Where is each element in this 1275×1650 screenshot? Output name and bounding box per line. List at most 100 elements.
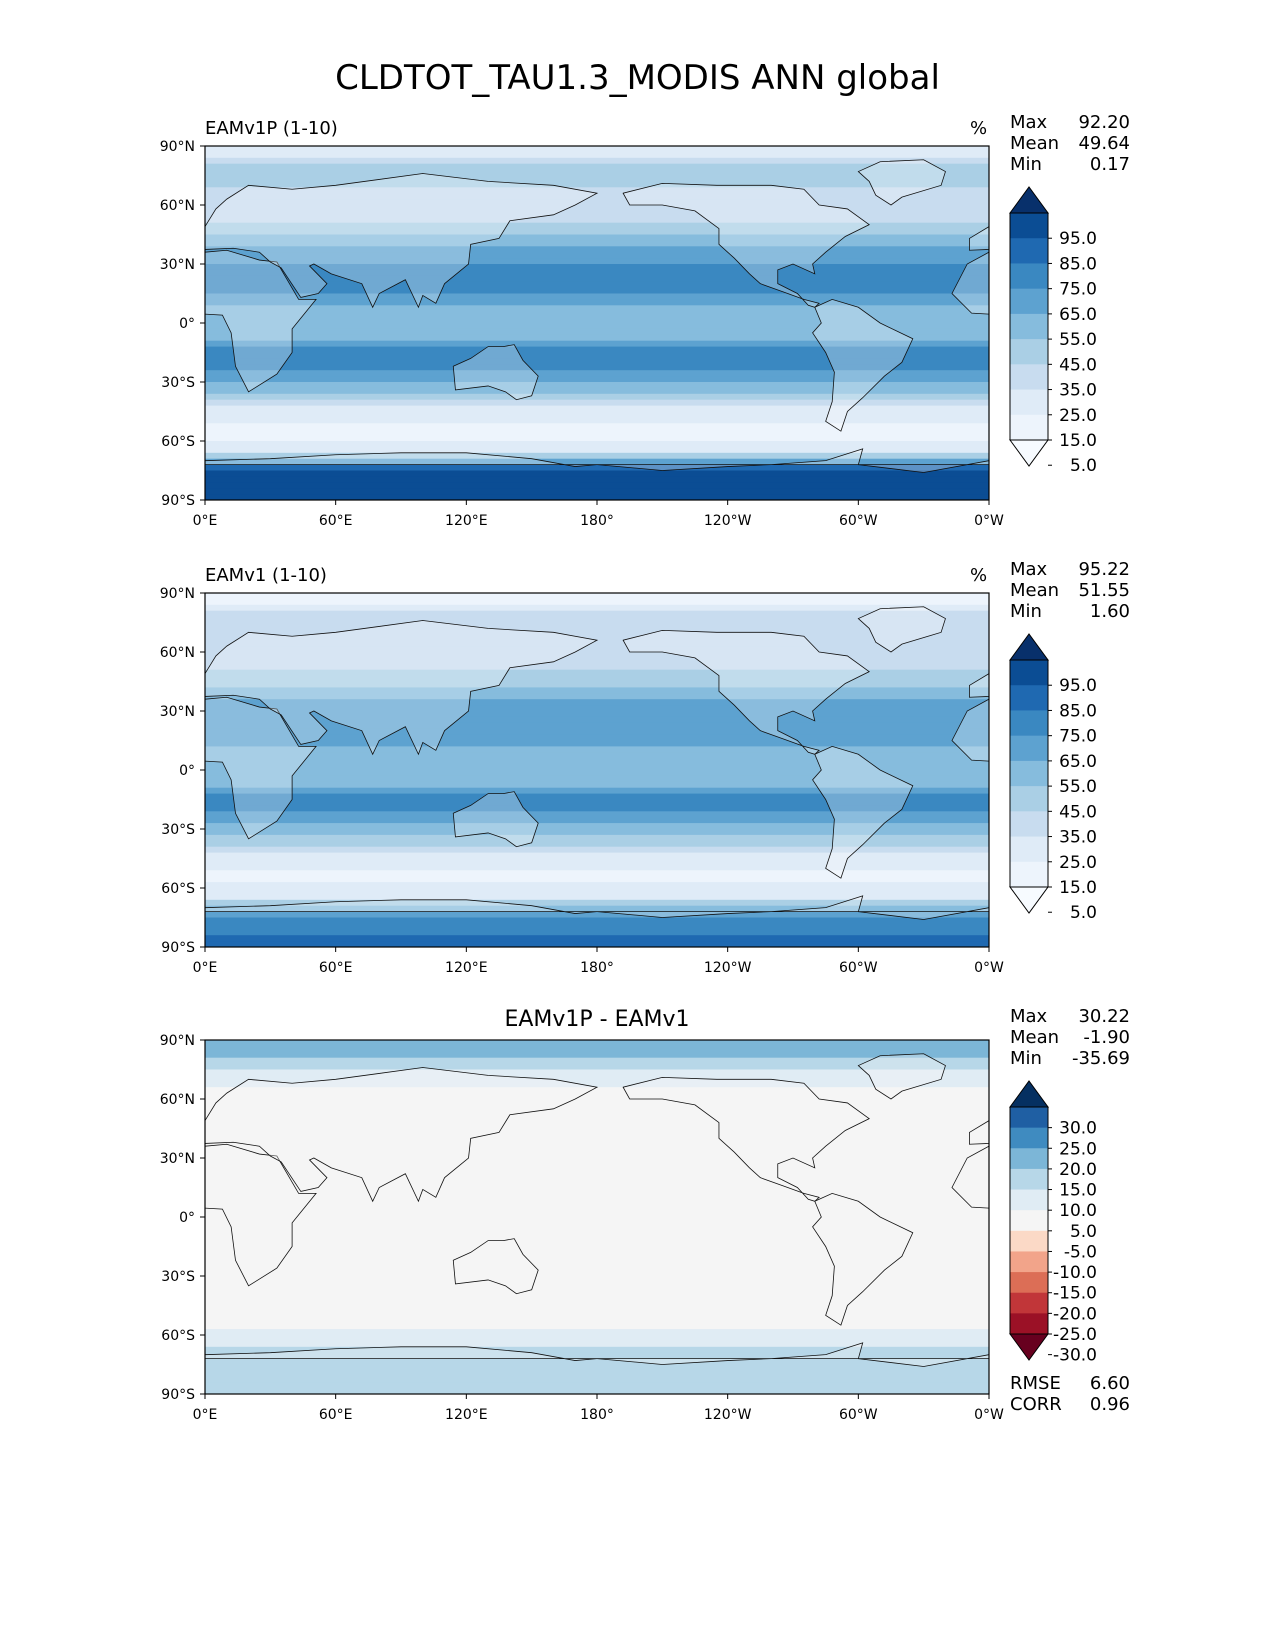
lat-tick-label: 30°S <box>161 822 195 838</box>
zonal-band <box>205 323 989 330</box>
colorbar-segment <box>1010 710 1048 737</box>
zonal-band <box>205 1346 989 1354</box>
zonal-band <box>205 852 989 860</box>
zonal-band <box>205 1146 989 1153</box>
continent-outline-greenland <box>74 160 161 205</box>
zonal-band <box>205 1057 989 1065</box>
continent-outline-australia <box>1237 1239 1275 1294</box>
lon-tick-label: 0°E <box>193 1407 218 1423</box>
colorbar-extend-max <box>1009 1080 1049 1108</box>
zonal-band <box>205 305 989 312</box>
figure-title: CLDTOT_TAU1.3_MODIS ANN global <box>335 58 940 98</box>
lon-tick-label: 180° <box>580 1407 614 1423</box>
colorbar-tick-label: -10.0 <box>1053 1263 1097 1283</box>
continent-outline-africa <box>205 1143 317 1287</box>
colorbar-tick-label: -5.0 <box>1064 1242 1097 1262</box>
zonal-band <box>205 252 989 259</box>
lat-tick-label: 30°N <box>160 257 195 273</box>
lon-tick-label: 0°E <box>193 513 218 529</box>
zonal-band <box>205 275 989 283</box>
lat-tick-label: 30°S <box>161 1269 195 1285</box>
zonal-band <box>205 1187 989 1194</box>
zonal-band <box>205 905 989 913</box>
zonal-band <box>205 888 989 895</box>
colorbar-tick-label: 5.0 <box>1070 456 1097 476</box>
colorbar-tick-label: 95.0 <box>1059 229 1097 249</box>
zonal-band <box>205 470 989 477</box>
zonal-band <box>205 604 989 612</box>
zonal-band <box>205 1270 989 1277</box>
continent-outline-greenland <box>857 159 946 206</box>
zonal-band <box>205 494 989 500</box>
continent-outline-africa <box>205 249 317 393</box>
panel-1-min-label: Min <box>1010 154 1042 175</box>
lon-tick-label: 120°W <box>704 513 752 529</box>
zonal-band <box>205 246 989 253</box>
zonal-band <box>205 199 989 206</box>
continent-outline-north-america <box>622 1076 870 1202</box>
zonal-band <box>205 840 989 848</box>
lat-tick-label: 90°S <box>161 1387 195 1403</box>
zonal-band <box>205 1199 989 1206</box>
zonal-band <box>205 287 989 295</box>
colorbar-segment <box>1010 760 1048 787</box>
zonal-band <box>205 1110 989 1118</box>
zonal-band <box>205 405 989 413</box>
lon-tick-label: 180° <box>580 513 614 529</box>
colorbar-tick-label: 30.0 <box>1059 1119 1097 1139</box>
continent-outline-antarctica <box>205 899 598 914</box>
colorbar-frame <box>1009 212 1049 441</box>
colorbar-segment <box>1010 836 1048 863</box>
continent-outline-eurasia <box>969 225 989 251</box>
colorbar-tick-label: 75.0 <box>1059 727 1097 747</box>
lat-tick-label: 90°N <box>160 586 195 602</box>
zonal-band <box>205 699 989 706</box>
lon-tick-label: 0°W <box>974 513 1004 529</box>
zonal-band <box>205 222 989 230</box>
continent-outline-antarctica <box>596 1342 989 1367</box>
colorbar-segment <box>1010 1189 1048 1211</box>
zonal-band <box>205 1305 989 1312</box>
zonal-band <box>205 1329 989 1336</box>
lon-tick-label: 60°W <box>839 960 878 976</box>
zonal-band <box>205 705 989 712</box>
zonal-band <box>205 663 989 671</box>
colorbar-tick-label: 45.0 <box>1059 355 1097 375</box>
zonal-band <box>205 234 989 241</box>
zonal-band <box>205 899 989 907</box>
zonal-band <box>205 923 989 930</box>
colorbar-tick-label: 85.0 <box>1059 701 1097 721</box>
zonal-band <box>205 151 989 159</box>
continent-outline-south-america <box>812 1192 914 1326</box>
colorbar-segment <box>1010 1107 1048 1129</box>
zonal-band <box>205 352 989 359</box>
lon-tick-label: 0°W <box>974 960 1004 976</box>
colorbar-tick-label: 35.0 <box>1059 381 1097 401</box>
zonal-band <box>205 1258 989 1265</box>
map-panel-1: 0°E 60°E 120°E 180° 120°W 60°W 0°W 90°N 60°N 30°N… <box>74 139 1097 529</box>
lat-tick-label: 0° <box>179 763 195 779</box>
colorbar-segment <box>1010 263 1048 290</box>
zonal-band <box>205 1281 989 1289</box>
zonal-band <box>205 446 989 454</box>
zonal-band <box>205 799 989 806</box>
zonal-band <box>205 805 989 812</box>
zonal-band <box>205 734 989 742</box>
zonal-band <box>205 452 989 460</box>
colorbar-segment <box>1010 660 1048 686</box>
zonal-band <box>205 187 989 194</box>
zonal-band <box>205 228 989 236</box>
zonal-band <box>205 681 989 688</box>
lat-tick-label: 90°N <box>160 139 195 155</box>
colorbar-panel-2: 95.0 85.0 75.0 65.0 55.0 45.0 35.0 25.0 15.0 5.0 <box>1009 633 1097 923</box>
continent-outline-south-america <box>29 1193 129 1325</box>
zonal-band <box>205 1163 989 1171</box>
colorbar-tick-label: 15.0 <box>1059 878 1097 898</box>
colorbar-tick-label: 35.0 <box>1059 828 1097 848</box>
zonal-band <box>205 1293 989 1301</box>
zonal-band <box>205 175 989 182</box>
zonal-band <box>205 882 989 889</box>
continent-outline-eurasia <box>205 173 599 309</box>
colorbar-tick-label: 25.0 <box>1059 853 1097 873</box>
panel-3-min-label: Min <box>1010 1048 1042 1069</box>
